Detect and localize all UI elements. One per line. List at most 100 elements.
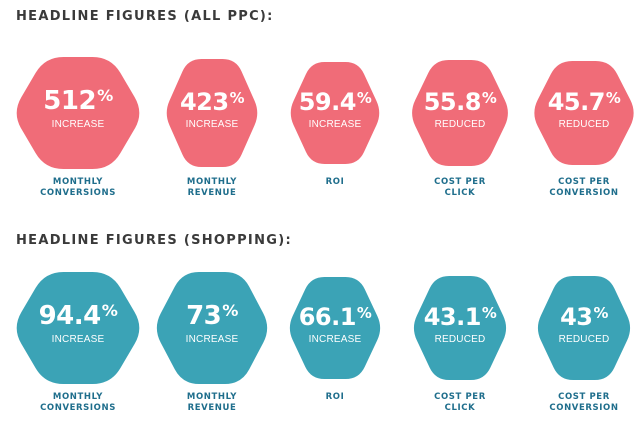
percent-sign: % [605,88,621,107]
hexagon-badge [413,276,507,380]
hexagon-badge [534,61,634,165]
stat-label: REDUCED [558,119,610,130]
stat-value: 94.4% [12,301,144,331]
stat-label: REDUCED [434,334,486,345]
stat-value: 512% [12,86,144,116]
hexagon-shape [537,276,631,380]
stat-value: 59.4% [288,88,382,116]
percent-sign: % [222,300,238,320]
percent-sign: % [229,88,245,107]
stat-number: 423 [179,87,229,116]
percent-sign: % [481,88,497,107]
stat-number: 73 [186,300,222,331]
stat-label: INCREASE [308,119,362,130]
percent-sign: % [356,88,372,107]
stat-label: INCREASE [185,119,239,130]
percent-sign: % [593,303,609,322]
stat-number: 45.7 [547,87,606,116]
hexagon-content: 66.1% INCREASE [287,277,383,379]
stat-value: 73% [153,301,271,331]
caption-line-2: CLICK [444,403,476,413]
hexagon-content: 43% REDUCED [535,276,633,380]
hexagon-badge [16,272,140,384]
caption-line-2: CONVERSION [549,188,619,198]
stat-value: 66.1% [287,303,383,331]
hexagon-content: 94.4% INCREASE [12,272,144,384]
hexagon-content: 55.8% REDUCED [409,60,511,166]
stat-label: REDUCED [434,119,486,130]
stat-value: 423% [164,88,260,116]
hexagon-badge [290,62,380,164]
stat-caption: MONTHLY REVENUE [152,177,272,199]
stat-number: 66.1 [298,302,357,331]
stat-caption: MONTHLY REVENUE [152,392,272,414]
stat-label: INCREASE [185,334,239,345]
stat-value: 43% [535,303,633,331]
percent-sign: % [101,300,118,320]
caption-line-2: CLICK [444,188,476,198]
section-title-all-ppc: HEADLINE FIGURES (ALL PPC): [16,9,274,24]
stat-number: 43.1 [423,302,482,331]
stat-number: 43 [560,302,593,331]
caption-line-2: CONVERSIONS [40,188,116,198]
caption-line-1: MONTHLY [52,177,104,187]
hexagon-content: 423% INCREASE [164,59,260,167]
caption-line-1: COST PER [558,177,610,187]
caption-line-2: REVENUE [187,188,237,198]
hexagon-shape [413,276,507,380]
hexagon-shape [16,272,140,384]
caption-line-1: COST PER [434,392,486,402]
hexagon-content: 43.1% REDUCED [411,276,509,380]
hexagon-badge [156,272,268,384]
hexagon-content: 73% INCREASE [153,272,271,384]
hexagon-badge [289,277,381,379]
stat-label: INCREASE [308,334,362,345]
stat-caption: ROI [275,177,395,188]
caption-line-1: MONTHLY [186,177,238,187]
caption-line-1: COST PER [434,177,486,187]
caption-line-2: CONVERSIONS [40,403,116,413]
stat-number: 55.8 [423,87,482,116]
stat-caption: COST PER CLICK [400,392,520,414]
stat-label: REDUCED [558,334,610,345]
hexagon-shape [16,57,140,169]
hexagon-badge [412,60,508,166]
stat-value: 55.8% [409,88,511,116]
hexagon-content: 59.4% INCREASE [288,62,382,164]
hexagon-shape [534,61,634,165]
stat-caption: MONTHLY CONVERSIONS [18,177,138,199]
hexagon-shape [412,60,508,166]
hexagon-shape [156,272,268,384]
caption-line-1: ROI [325,177,345,187]
percent-sign: % [356,303,372,322]
caption-line-2: CONVERSION [549,403,619,413]
hexagon-content: 512% INCREASE [12,57,144,169]
hexagon-content: 45.7% REDUCED [531,61,637,165]
hexagon-badge [16,57,140,169]
hexagon-badge [537,276,631,380]
caption-line-1: COST PER [558,392,610,402]
caption-line-1: MONTHLY [52,392,104,402]
stat-label: INCREASE [51,119,105,130]
stat-number: 512 [43,85,97,116]
stat-caption: COST PER CONVERSION [524,392,644,414]
section-title-shopping: HEADLINE FIGURES (SHOPPING): [16,233,292,248]
stat-caption: MONTHLY CONVERSIONS [18,392,138,414]
hexagon-shape [166,59,258,167]
caption-line-1: MONTHLY [186,392,238,402]
stat-number: 94.4 [38,300,102,331]
hexagon-badge [166,59,258,167]
stat-value: 45.7% [531,88,637,116]
stat-value: 43.1% [411,303,509,331]
percent-sign: % [97,85,113,105]
caption-line-1: ROI [325,392,345,402]
stat-caption: ROI [275,392,395,403]
stat-label: INCREASE [51,334,105,345]
hexagon-shape [289,277,381,379]
percent-sign: % [481,303,497,322]
stat-caption: COST PER CONVERSION [524,177,644,199]
hexagon-shape [290,62,380,164]
stat-number: 59.4 [298,87,357,116]
caption-line-2: REVENUE [187,403,237,413]
stat-caption: COST PER CLICK [400,177,520,199]
